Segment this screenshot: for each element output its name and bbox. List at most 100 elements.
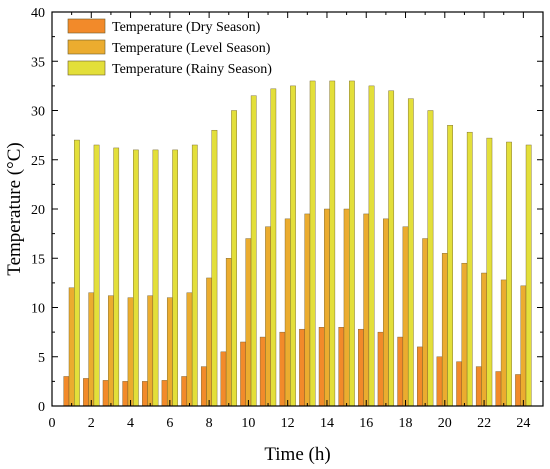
bar-series-2-hour-19: [422, 238, 429, 407]
bar-series-1-hour-7: [181, 376, 188, 407]
bar-series-2-hour-23: [500, 279, 507, 407]
legend-label-series-3: Temperature (Rainy Season): [112, 62, 272, 77]
bar-series-2-hour-22: [481, 272, 487, 407]
bars-layer: [63, 80, 532, 407]
bar-series-1-hour-22: [475, 366, 482, 407]
x-tick-label: 22: [477, 416, 491, 431]
bar-series-3-hour-9: [231, 110, 237, 407]
bar-series-1-hour-14: [318, 327, 325, 407]
bar-series-1-hour-24: [515, 374, 521, 407]
bar-series-3-hour-16: [368, 85, 375, 407]
y-tick-label: 15: [31, 252, 45, 267]
bar-series-2-hour-11: [265, 226, 271, 407]
bar-series-3-hour-12: [290, 85, 296, 407]
bar-series-1-hour-10: [240, 341, 246, 407]
bar-series-1-hour-21: [456, 361, 462, 407]
bar-series-1-hour-16: [358, 328, 364, 407]
legend-swatch-series-3: [67, 60, 106, 76]
bar-series-2-hour-17: [383, 218, 389, 407]
bar-series-3-hour-5: [152, 149, 159, 407]
bar-series-2-hour-4: [127, 297, 134, 407]
bar-series-3-hour-21: [466, 131, 473, 407]
legend: Temperature (Dry Season) Temperature (Lev…: [67, 18, 272, 77]
x-tick-label: 20: [438, 416, 452, 431]
legend-label-series-1: Temperature (Dry Season): [112, 20, 261, 35]
x-tick-label: 8: [206, 416, 213, 431]
y-tick-label: 40: [31, 6, 45, 21]
bar-series-1-hour-19: [417, 346, 423, 407]
y-tick-label: 25: [31, 154, 45, 169]
bar-series-2-hour-18: [402, 226, 409, 407]
y-tick-label: 10: [31, 302, 45, 317]
x-tick-label: 4: [127, 416, 134, 431]
bar-series-3-hour-4: [133, 149, 139, 407]
bar-series-1-hour-12: [279, 331, 286, 407]
bar-series-3-hour-1: [74, 139, 80, 407]
y-tick-label: 5: [38, 351, 45, 366]
bar-series-1-hour-1: [63, 376, 70, 407]
bar-series-2-hour-15: [343, 208, 350, 407]
y-axis-title: Temperature (°C): [4, 142, 25, 275]
bar-series-1-hour-6: [161, 380, 168, 407]
bar-series-2-hour-12: [284, 218, 291, 407]
x-tick-label: 14: [320, 416, 334, 431]
bar-series-2-hour-2: [88, 292, 95, 407]
y-tick-label: 35: [31, 55, 45, 70]
x-axis-title: Time (h): [264, 444, 330, 465]
x-tick-label: 10: [241, 416, 255, 431]
x-tick-label: 24: [516, 416, 530, 431]
x-tick-label: 18: [399, 416, 413, 431]
bar-series-1-hour-20: [436, 356, 443, 407]
bar-series-2-hour-8: [206, 277, 212, 407]
bar-series-3-hour-13: [309, 80, 316, 407]
bar-series-1-hour-4: [122, 381, 129, 407]
bar-series-3-hour-17: [388, 90, 395, 407]
x-tick-label: 6: [166, 416, 173, 431]
y-tick-label: 30: [31, 105, 45, 120]
bar-series-2-hour-9: [225, 258, 232, 407]
y-tick-label: 0: [38, 400, 45, 415]
bar-series-1-hour-3: [102, 380, 109, 407]
bar-series-2-hour-21: [461, 262, 468, 407]
bar-series-2-hour-3: [108, 295, 114, 407]
bar-series-2-hour-1: [68, 287, 75, 407]
bar-series-3-hour-18: [407, 98, 414, 407]
bar-series-3-hour-15: [349, 80, 355, 407]
bar-series-3-hour-19: [427, 110, 434, 407]
bar-series-1-hour-15: [338, 327, 345, 407]
bar-series-3-hour-2: [93, 144, 100, 407]
bar-series-1-hour-9: [220, 351, 227, 407]
bar-series-3-hour-11: [270, 88, 277, 407]
axis-ticks: [51, 11, 543, 407]
bar-series-1-hour-18: [397, 336, 404, 407]
bar-series-2-hour-7: [186, 292, 193, 407]
bar-series-1-hour-2: [83, 378, 89, 407]
bar-series-1-hour-8: [200, 366, 207, 407]
bar-series-3-hour-22: [486, 137, 493, 407]
bar-series-2-hour-20: [441, 253, 448, 407]
bar-series-1-hour-13: [299, 328, 305, 407]
bar-series-1-hour-5: [142, 381, 148, 407]
bar-series-3-hour-10: [250, 95, 257, 407]
bar-series-2-hour-10: [245, 238, 252, 407]
bar-series-3-hour-23: [506, 141, 512, 407]
bar-series-1-hour-11: [259, 336, 266, 407]
bar-series-3-hour-20: [447, 125, 453, 407]
legend-label-series-2: Temperature (Level Season): [112, 41, 271, 56]
x-tick-label: 0: [49, 416, 56, 431]
y-tick-label: 20: [31, 203, 45, 218]
x-tick-label: 12: [281, 416, 295, 431]
bar-series-2-hour-24: [520, 285, 527, 407]
bar-series-3-hour-14: [329, 80, 336, 407]
bar-series-3-hour-24: [525, 144, 532, 407]
bar-series-3-hour-3: [113, 147, 120, 407]
x-tick-label: 2: [88, 416, 95, 431]
bar-series-2-hour-13: [304, 213, 311, 407]
x-tick-label: 16: [359, 416, 373, 431]
bar-series-1-hour-23: [495, 371, 502, 407]
bar-series-3-hour-7: [191, 144, 198, 407]
legend-swatch-series-2: [67, 39, 106, 55]
legend-swatch-series-1: [67, 18, 106, 34]
